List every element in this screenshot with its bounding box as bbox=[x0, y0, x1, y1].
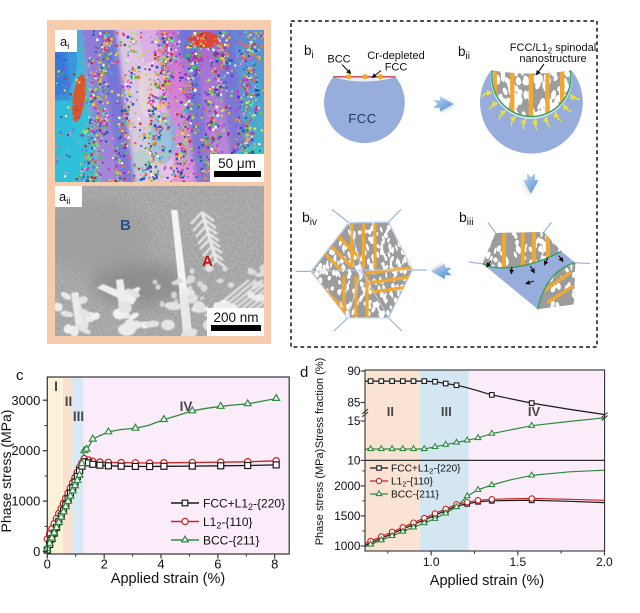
svg-text:III: III bbox=[73, 409, 84, 424]
svg-text:IV: IV bbox=[180, 399, 193, 414]
svg-text:90: 90 bbox=[347, 364, 361, 378]
svg-text:4: 4 bbox=[157, 557, 164, 572]
svg-text:L12-{110}: L12-{110} bbox=[203, 515, 253, 531]
svg-text:8: 8 bbox=[271, 557, 278, 572]
svg-text:FCC+L12-{220}: FCC+L12-{220} bbox=[203, 496, 285, 512]
svg-text:Stress fraction (%): Stress fraction (%) bbox=[314, 358, 326, 448]
svg-text:bi: bi bbox=[304, 43, 314, 61]
svg-text:BCC: BCC bbox=[327, 54, 350, 66]
svg-text:FCC/L12 spinodal: FCC/L12 spinodal bbox=[510, 42, 596, 56]
svg-text:Cr-depleted: Cr-depleted bbox=[367, 50, 424, 62]
svg-text:I: I bbox=[54, 379, 58, 394]
svg-text:10: 10 bbox=[347, 453, 361, 467]
svg-text:50 μm: 50 μm bbox=[218, 156, 256, 171]
svg-text:bii: bii bbox=[458, 44, 470, 62]
svg-text:biv: biv bbox=[302, 209, 317, 228]
svg-text:aii: aii bbox=[59, 189, 70, 206]
svg-text:FCC: FCC bbox=[385, 62, 408, 74]
svg-text:1.5: 1.5 bbox=[509, 555, 526, 569]
svg-text:III: III bbox=[441, 404, 452, 419]
svg-text:BCC-{211}: BCC-{211} bbox=[203, 533, 259, 547]
svg-text:B: B bbox=[120, 217, 131, 234]
svg-text:nanostructure: nanostructure bbox=[519, 53, 586, 65]
svg-text:BCC-{211}: BCC-{211} bbox=[391, 490, 440, 501]
svg-text:Applied strain (%): Applied strain (%) bbox=[111, 571, 225, 587]
svg-text:FCC: FCC bbox=[348, 111, 377, 126]
svg-text:2: 2 bbox=[101, 557, 108, 572]
svg-text:2000: 2000 bbox=[11, 443, 40, 458]
svg-text:d: d bbox=[300, 364, 308, 381]
svg-text:A: A bbox=[202, 253, 213, 270]
svg-text:2.0: 2.0 bbox=[596, 555, 613, 569]
svg-text:Phase stress (MPa): Phase stress (MPa) bbox=[314, 449, 326, 546]
svg-text:200 nm: 200 nm bbox=[213, 310, 258, 325]
svg-text:0: 0 bbox=[33, 544, 40, 559]
svg-text:85: 85 bbox=[347, 396, 361, 410]
svg-text:15: 15 bbox=[347, 414, 361, 428]
svg-text:1.0: 1.0 bbox=[423, 555, 440, 569]
svg-text:II: II bbox=[387, 404, 394, 419]
svg-text:ai: ai bbox=[60, 34, 69, 51]
svg-text:6: 6 bbox=[214, 557, 221, 572]
svg-text:II: II bbox=[65, 394, 73, 409]
svg-text:1000: 1000 bbox=[334, 539, 361, 553]
svg-text:c: c bbox=[16, 367, 24, 384]
svg-text:L12-{110}: L12-{110} bbox=[391, 477, 434, 489]
svg-text:Applied strain (%): Applied strain (%) bbox=[430, 573, 544, 589]
svg-text:IV: IV bbox=[528, 404, 541, 419]
svg-text:1000: 1000 bbox=[11, 494, 40, 509]
svg-text:1500: 1500 bbox=[334, 509, 361, 523]
svg-text:FCC+L12-{220}: FCC+L12-{220} bbox=[391, 464, 461, 476]
svg-text:0: 0 bbox=[44, 557, 51, 572]
svg-text:2000: 2000 bbox=[334, 479, 361, 493]
svg-text:biii: biii bbox=[459, 209, 473, 228]
svg-text:3000: 3000 bbox=[11, 393, 40, 408]
svg-text:Phase stress (MPa): Phase stress (MPa) bbox=[0, 410, 14, 533]
